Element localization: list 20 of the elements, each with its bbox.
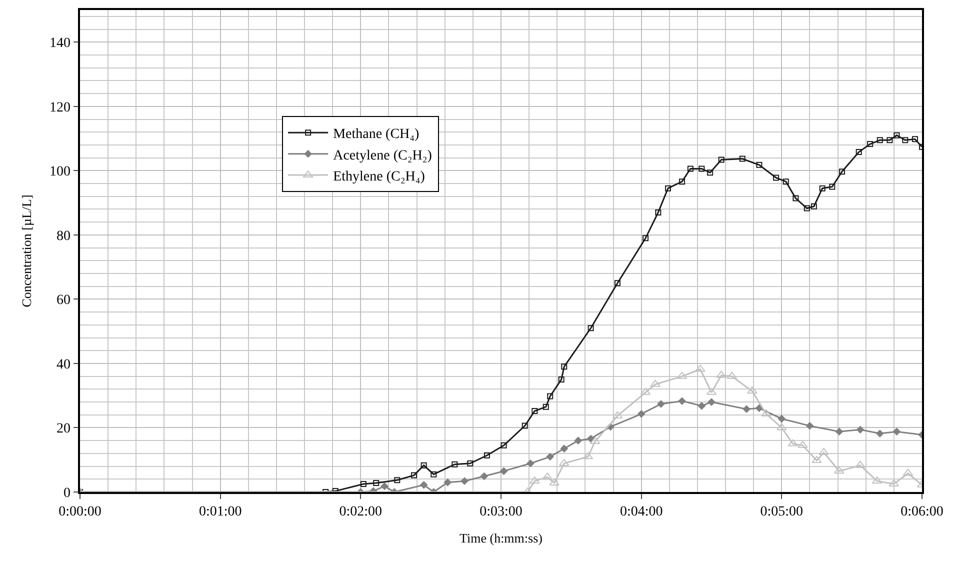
- y-tick-label: 40: [56, 357, 70, 372]
- x-tick-label: 0:03:00: [480, 504, 522, 520]
- y-tick-label: 20: [56, 422, 70, 437]
- x-tick-label: 0:00:00: [58, 504, 102, 520]
- y-tick-label: 120: [49, 100, 70, 116]
- x-tick-label: 0:04:00: [620, 504, 663, 520]
- x-tick-label: 0:02:00: [339, 504, 382, 520]
- y-tick-label: 0: [63, 486, 70, 501]
- y-tick-label: 80: [56, 228, 70, 244]
- x-tick-label: 0:05:00: [760, 504, 804, 520]
- legend-label: Methane (CH₄): [333, 127, 420, 142]
- legend-label: Ethylene (C₂H₄): [333, 170, 426, 184]
- y-tick-label: 100: [49, 164, 70, 180]
- x-tick-label: 0:01:00: [198, 504, 242, 520]
- y-tick-label: 60: [56, 293, 70, 308]
- x-axis-title: Time (h:mm:ss): [460, 530, 542, 546]
- legend-label: Acetylene (C₂H₂): [333, 148, 432, 164]
- y-tick-label: 140: [49, 36, 70, 52]
- x-tick-label: 0:06:00: [900, 504, 944, 520]
- y-axis-title: Concentration [µL/L]: [18, 194, 34, 308]
